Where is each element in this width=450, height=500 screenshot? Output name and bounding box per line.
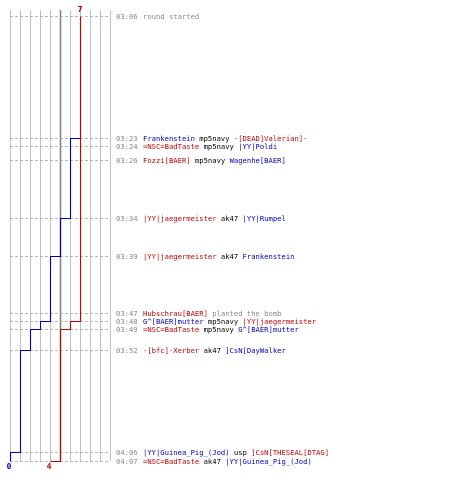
event-time: 04:06: [116, 448, 138, 457]
event-log: 03:06 round started 03:23 Frankenstein mp5n…: [116, 12, 329, 466]
event-player-red: -[DEAD]Valerian]-: [234, 134, 308, 143]
event-message: |YY|jaegermeister ak47 |YY|Rumpel: [143, 214, 286, 223]
event-message: -[bfc]-Xerber ak47 ]CsN[DayWalker: [143, 346, 286, 355]
red-team-line: [50, 16, 82, 463]
event-message: =NSC=BadTaste mp5navy |YY|Poldi: [143, 142, 277, 151]
event-note: round started: [143, 12, 199, 21]
blue-team-line: [9, 16, 82, 462]
event-player-blue: G^[BAER]mutter: [238, 325, 299, 334]
event-message: Fozzi[BAER] mp5navy Wagenhe[BAER]: [143, 156, 286, 165]
event-player-red: |YY|jaegermeister: [243, 317, 317, 326]
event-player-blue: Wagenhe[BAER]: [230, 156, 286, 165]
event-time: 03:49: [116, 325, 138, 334]
event-player-red: ]CsN[THESEAL[DTAG]: [251, 448, 329, 457]
event-time: 03:26: [116, 156, 138, 165]
series-lines: [9, 16, 82, 463]
event-player-red: Hubschrau[BAER]: [143, 309, 208, 318]
event-player-red: |YY|jaegermeister: [143, 252, 217, 261]
event-weapon: mp5navy: [204, 317, 243, 326]
event-time: 03:47: [116, 309, 138, 318]
event-message: G^[BAER]mutter mp5navy |YY|jaegermeister: [143, 317, 317, 326]
event-time: 03:48: [116, 317, 138, 326]
event-player-blue: |YY|Rumpel: [243, 214, 286, 223]
event-time: 03:23: [116, 134, 138, 143]
event-note: planted the bomb: [208, 309, 282, 318]
event-weapon: mp5navy: [191, 156, 230, 165]
event-message: Hubschrau[BAER] planted the bomb: [143, 309, 282, 318]
event-weapon: mp5navy: [199, 142, 238, 151]
event-player-blue: |YY|Guinea_Pig_(Jod): [143, 448, 230, 457]
red-end-count: 4: [47, 462, 52, 471]
event-time: 03:06: [116, 12, 138, 21]
event-player-blue: G^[BAER]mutter: [143, 317, 204, 326]
event-time: 03:52: [116, 346, 138, 355]
event-player-blue: Frankenstein: [243, 252, 295, 261]
event-player-blue: Frankenstein: [143, 134, 195, 143]
blue-end-count: 0: [7, 462, 12, 471]
event-time: 03:39: [116, 252, 138, 261]
event-message: =NSC=BadTaste mp5navy G^[BAER]mutter: [143, 325, 299, 334]
event-message: |YY|Guinea_Pig_(Jod) usp ]CsN[THESEAL[DT…: [143, 448, 329, 457]
event-player-red: =NSC=BadTaste: [143, 142, 199, 151]
event-time: 03:24: [116, 142, 138, 151]
event-player-red: =NSC=BadTaste: [143, 325, 199, 334]
event-message: |YY|jaegermeister ak47 Frankenstein: [143, 252, 294, 261]
event-player-red: |YY|jaegermeister: [143, 214, 217, 223]
event-weapon: mp5navy: [199, 325, 238, 334]
event-weapon: mp5navy: [195, 134, 234, 143]
event-player-red: Fozzi[BAER]: [143, 156, 191, 165]
event-message: =NSC=BadTaste ak47 |YY|Guinea_Pig_(Jod): [143, 457, 312, 466]
event-weapon: ak47: [217, 252, 243, 261]
event-weapon: usp: [230, 448, 252, 457]
blue-start-count: 7: [78, 5, 83, 14]
red-start-count: 7: [78, 5, 83, 14]
event-time: 03:34: [116, 214, 138, 223]
event-message: Frankenstein mp5navy -[DEAD]Valerian]-: [143, 134, 307, 143]
event-weapon: ak47: [199, 346, 225, 355]
event-message: round started: [143, 12, 199, 21]
event-player-blue: ]CsN[DayWalker: [225, 346, 286, 355]
event-player-red: -[bfc]-Xerber: [143, 346, 200, 355]
event-weapon: ak47: [217, 214, 243, 223]
event-player-blue: |YY|Poldi: [238, 142, 277, 151]
event-weapon: ak47: [199, 457, 225, 466]
event-time: 04:07: [116, 457, 138, 466]
event-player-red: =NSC=BadTaste: [143, 457, 199, 466]
event-player-blue: |YY|Guinea_Pig_(Jod): [225, 457, 312, 466]
